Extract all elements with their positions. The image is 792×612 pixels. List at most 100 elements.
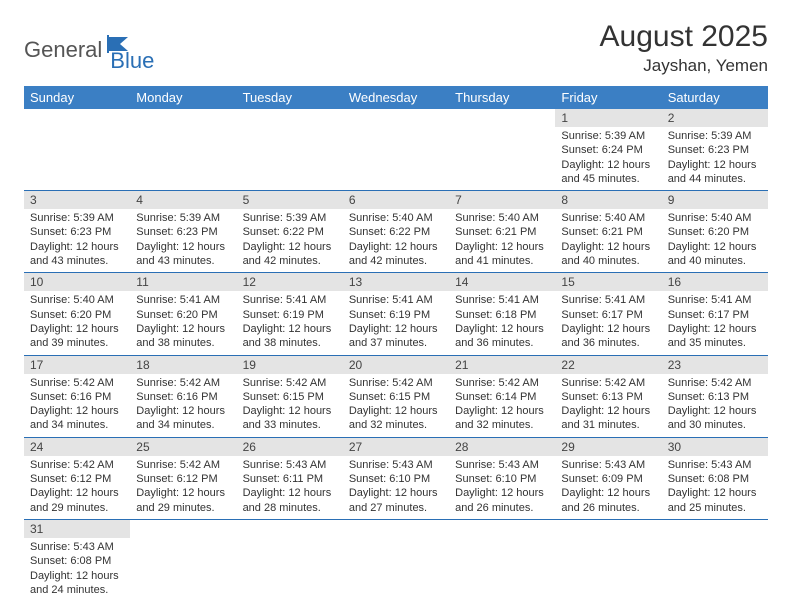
daylight-text: Daylight: 12 hours: [455, 404, 549, 418]
daylight-text: Daylight: 12 hours: [30, 322, 124, 336]
sunset-text: Sunset: 6:10 PM: [349, 472, 443, 486]
calendar-day-cell: 22Sunrise: 5:42 AMSunset: 6:13 PMDayligh…: [555, 355, 661, 437]
day-number: 27: [343, 438, 449, 456]
calendar-day-cell: 24Sunrise: 5:42 AMSunset: 6:12 PMDayligh…: [24, 437, 130, 519]
day-number: 20: [343, 356, 449, 374]
sunrise-text: Sunrise: 5:43 AM: [30, 540, 124, 554]
sunset-text: Sunset: 6:23 PM: [136, 225, 230, 239]
weekday-header: Tuesday: [237, 86, 343, 109]
daylight-text: Daylight: 12 hours: [561, 486, 655, 500]
sunrise-text: Sunrise: 5:39 AM: [136, 211, 230, 225]
sunrise-text: Sunrise: 5:41 AM: [455, 293, 549, 307]
sunset-text: Sunset: 6:13 PM: [668, 390, 762, 404]
day-number: 18: [130, 356, 236, 374]
calendar-day-cell: 17Sunrise: 5:42 AMSunset: 6:16 PMDayligh…: [24, 355, 130, 437]
daylight-text: and 43 minutes.: [136, 254, 230, 268]
calendar-day-cell: [343, 519, 449, 601]
sunrise-text: Sunrise: 5:41 AM: [243, 293, 337, 307]
calendar-day-cell: 27Sunrise: 5:43 AMSunset: 6:10 PMDayligh…: [343, 437, 449, 519]
month-title: August 2025: [600, 20, 768, 54]
sunset-text: Sunset: 6:08 PM: [668, 472, 762, 486]
location: Jayshan, Yemen: [600, 56, 768, 76]
daylight-text: and 41 minutes.: [455, 254, 549, 268]
daylight-text: and 33 minutes.: [243, 418, 337, 432]
day-detail: Sunrise: 5:39 AMSunset: 6:23 PMDaylight:…: [130, 209, 236, 272]
daylight-text: Daylight: 12 hours: [668, 404, 762, 418]
sunrise-text: Sunrise: 5:41 AM: [668, 293, 762, 307]
day-detail: [449, 538, 555, 544]
sunset-text: Sunset: 6:23 PM: [30, 225, 124, 239]
calendar-week-row: 3Sunrise: 5:39 AMSunset: 6:23 PMDaylight…: [24, 191, 768, 273]
calendar-week-row: 24Sunrise: 5:42 AMSunset: 6:12 PMDayligh…: [24, 437, 768, 519]
day-detail: Sunrise: 5:42 AMSunset: 6:15 PMDaylight:…: [237, 374, 343, 437]
calendar-day-cell: [130, 519, 236, 601]
day-detail: [343, 538, 449, 544]
calendar-day-cell: 20Sunrise: 5:42 AMSunset: 6:15 PMDayligh…: [343, 355, 449, 437]
day-number: 22: [555, 356, 661, 374]
weekday-header: Wednesday: [343, 86, 449, 109]
daylight-text: and 24 minutes.: [30, 583, 124, 597]
sunset-text: Sunset: 6:16 PM: [136, 390, 230, 404]
sunrise-text: Sunrise: 5:43 AM: [561, 458, 655, 472]
day-number: [237, 109, 343, 127]
weekday-header: Thursday: [449, 86, 555, 109]
daylight-text: Daylight: 12 hours: [455, 486, 549, 500]
day-number: [237, 520, 343, 538]
sunset-text: Sunset: 6:19 PM: [243, 308, 337, 322]
daylight-text: and 29 minutes.: [136, 501, 230, 515]
day-number: 23: [662, 356, 768, 374]
day-detail: Sunrise: 5:39 AMSunset: 6:23 PMDaylight:…: [662, 127, 768, 190]
daylight-text: and 44 minutes.: [668, 172, 762, 186]
day-detail: Sunrise: 5:42 AMSunset: 6:13 PMDaylight:…: [555, 374, 661, 437]
daylight-text: and 38 minutes.: [243, 336, 337, 350]
calendar-day-cell: 9Sunrise: 5:40 AMSunset: 6:20 PMDaylight…: [662, 191, 768, 273]
day-number: [130, 520, 236, 538]
sunrise-text: Sunrise: 5:42 AM: [561, 376, 655, 390]
sunrise-text: Sunrise: 5:41 AM: [561, 293, 655, 307]
sunrise-text: Sunrise: 5:43 AM: [455, 458, 549, 472]
calendar-day-cell: 5Sunrise: 5:39 AMSunset: 6:22 PMDaylight…: [237, 191, 343, 273]
day-number: 12: [237, 273, 343, 291]
daylight-text: and 31 minutes.: [561, 418, 655, 432]
day-detail: Sunrise: 5:42 AMSunset: 6:13 PMDaylight:…: [662, 374, 768, 437]
sunrise-text: Sunrise: 5:40 AM: [561, 211, 655, 225]
day-detail: Sunrise: 5:39 AMSunset: 6:22 PMDaylight:…: [237, 209, 343, 272]
daylight-text: and 45 minutes.: [561, 172, 655, 186]
sunrise-text: Sunrise: 5:43 AM: [243, 458, 337, 472]
sunset-text: Sunset: 6:11 PM: [243, 472, 337, 486]
sunset-text: Sunset: 6:18 PM: [455, 308, 549, 322]
day-detail: Sunrise: 5:40 AMSunset: 6:22 PMDaylight:…: [343, 209, 449, 272]
day-number: 15: [555, 273, 661, 291]
daylight-text: Daylight: 12 hours: [455, 322, 549, 336]
day-detail: Sunrise: 5:43 AMSunset: 6:11 PMDaylight:…: [237, 456, 343, 519]
day-detail: Sunrise: 5:41 AMSunset: 6:17 PMDaylight:…: [555, 291, 661, 354]
daylight-text: Daylight: 12 hours: [668, 158, 762, 172]
daylight-text: and 32 minutes.: [349, 418, 443, 432]
day-detail: Sunrise: 5:43 AMSunset: 6:10 PMDaylight:…: [449, 456, 555, 519]
calendar-day-cell: [24, 109, 130, 191]
day-detail: Sunrise: 5:40 AMSunset: 6:20 PMDaylight:…: [662, 209, 768, 272]
sunset-text: Sunset: 6:10 PM: [455, 472, 549, 486]
sunset-text: Sunset: 6:12 PM: [136, 472, 230, 486]
sunrise-text: Sunrise: 5:42 AM: [668, 376, 762, 390]
calendar-day-cell: 11Sunrise: 5:41 AMSunset: 6:20 PMDayligh…: [130, 273, 236, 355]
weekday-header: Saturday: [662, 86, 768, 109]
daylight-text: and 26 minutes.: [561, 501, 655, 515]
sunset-text: Sunset: 6:21 PM: [455, 225, 549, 239]
calendar-week-row: 31Sunrise: 5:43 AMSunset: 6:08 PMDayligh…: [24, 519, 768, 601]
day-number: 31: [24, 520, 130, 538]
daylight-text: and 40 minutes.: [561, 254, 655, 268]
calendar-day-cell: 13Sunrise: 5:41 AMSunset: 6:19 PMDayligh…: [343, 273, 449, 355]
day-number: [449, 109, 555, 127]
sunset-text: Sunset: 6:15 PM: [349, 390, 443, 404]
sunrise-text: Sunrise: 5:39 AM: [561, 129, 655, 143]
sunset-text: Sunset: 6:22 PM: [349, 225, 443, 239]
calendar-day-cell: [237, 519, 343, 601]
calendar-day-cell: [237, 109, 343, 191]
day-number: [662, 520, 768, 538]
sunrise-text: Sunrise: 5:39 AM: [243, 211, 337, 225]
day-number: 21: [449, 356, 555, 374]
calendar-week-row: 17Sunrise: 5:42 AMSunset: 6:16 PMDayligh…: [24, 355, 768, 437]
day-number: 10: [24, 273, 130, 291]
daylight-text: Daylight: 12 hours: [349, 240, 443, 254]
